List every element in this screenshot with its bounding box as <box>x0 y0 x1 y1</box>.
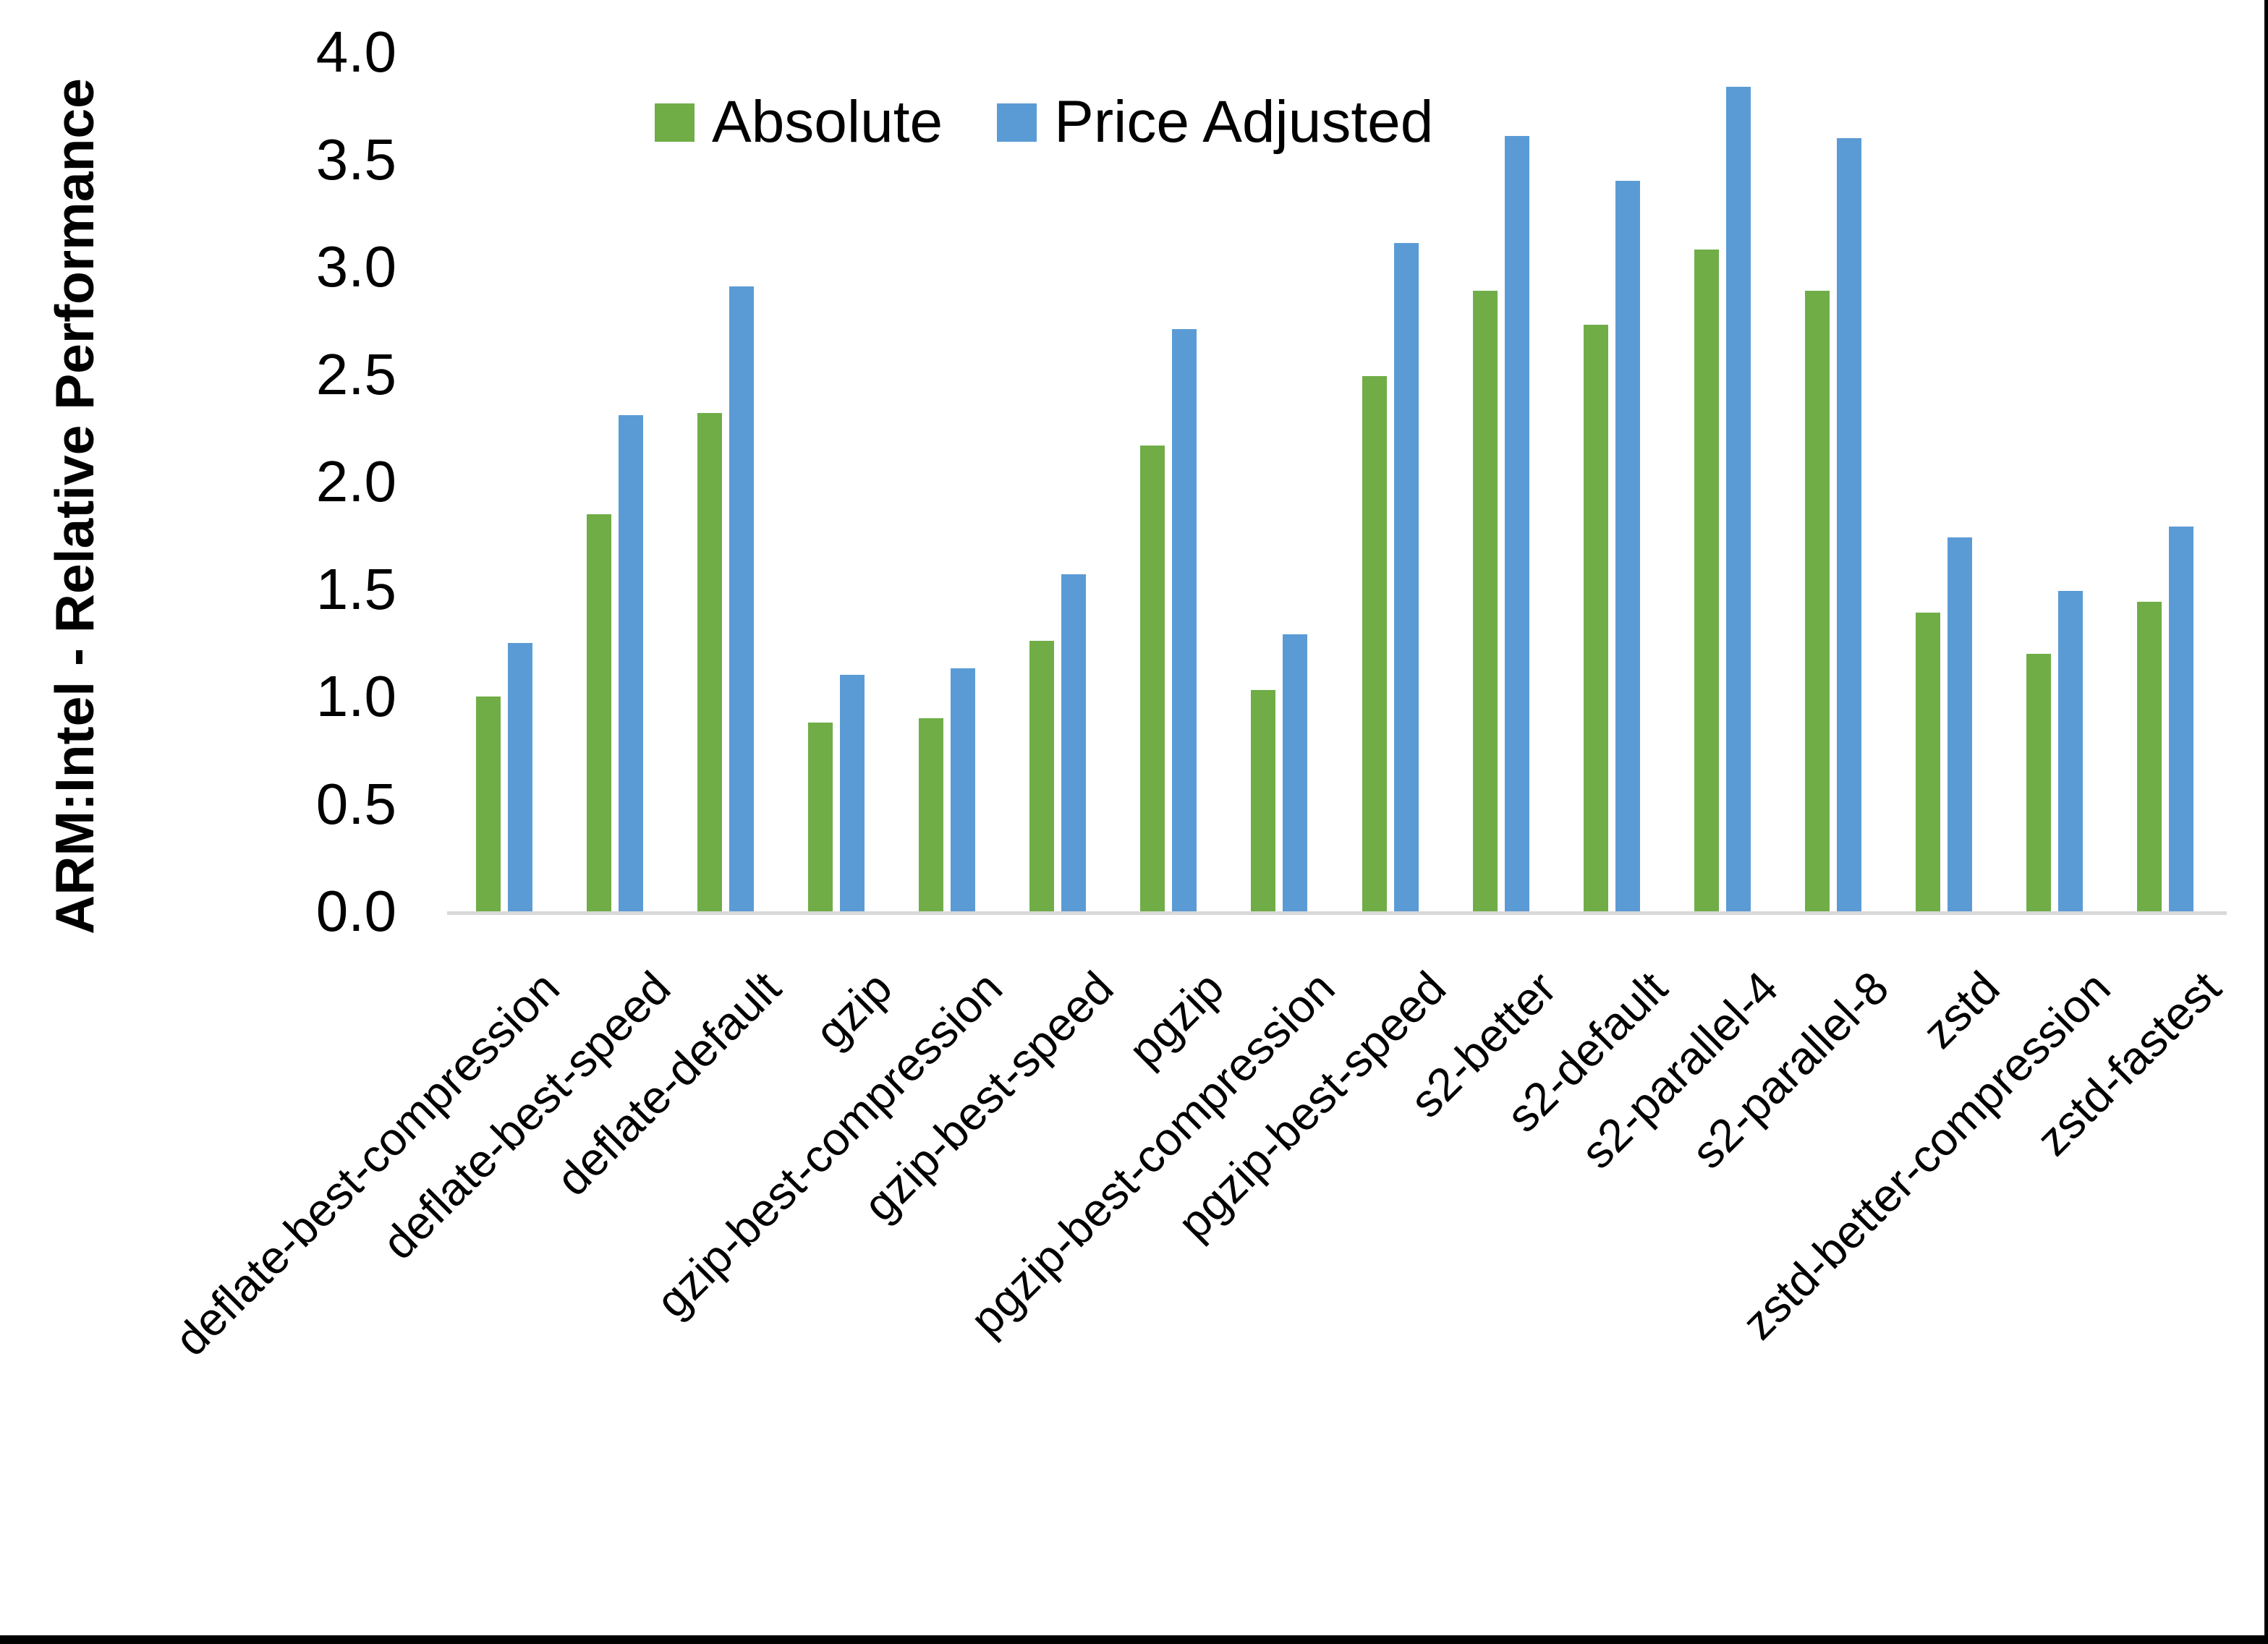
bar-group <box>1667 52 1778 911</box>
bar-price-adjusted <box>1837 137 1862 911</box>
bar-price-adjusted <box>951 668 976 911</box>
bar-absolute <box>1805 290 1830 911</box>
plot-area <box>447 52 2227 915</box>
bar-group <box>892 52 1003 911</box>
right-edge-strip <box>2264 0 2268 1644</box>
bar-price-adjusted <box>1283 634 1308 911</box>
x-category-label: gzip <box>804 961 902 1059</box>
bar-group <box>1556 52 1667 911</box>
bar-price-adjusted <box>729 286 754 911</box>
bar-group <box>449 52 559 911</box>
y-tick-label: 0.5 <box>315 771 396 836</box>
bar-absolute <box>1916 613 1941 911</box>
legend-label: Absolute <box>712 89 943 155</box>
y-tick-label: 0.0 <box>315 879 396 943</box>
bar-absolute <box>1251 690 1276 911</box>
bar-price-adjusted <box>618 414 643 911</box>
bar-absolute <box>697 412 722 911</box>
y-tick-label: 3.5 <box>315 127 396 192</box>
y-tick-label: 1.0 <box>315 664 396 728</box>
y-tick-label: 1.5 <box>315 556 396 621</box>
bar-absolute <box>2137 602 2162 911</box>
bar-absolute <box>1583 325 1608 911</box>
bar-absolute <box>1472 290 1498 911</box>
y-tick-label: 3.0 <box>315 234 396 299</box>
bars-row <box>449 52 2221 911</box>
x-axis-line <box>447 911 2227 915</box>
bar-group <box>1113 52 1224 911</box>
y-tick-label: 2.5 <box>315 341 396 406</box>
bar-group <box>2110 52 2221 911</box>
bottom-edge-strip <box>0 1635 2268 1644</box>
bar-absolute <box>2026 653 2052 911</box>
bar-group <box>1224 52 1335 911</box>
bar-absolute <box>1029 640 1055 911</box>
legend-swatch-icon <box>655 103 695 142</box>
y-tick-label: 4.0 <box>315 20 396 84</box>
legend-entry: Price Adjusted <box>997 90 1433 155</box>
y-tick-label: 2.0 <box>315 449 396 514</box>
bar-absolute <box>1694 250 1719 911</box>
bar-price-adjusted <box>1172 329 1197 911</box>
bar-price-adjusted <box>1393 243 1419 911</box>
bar-group <box>1778 52 1889 911</box>
bar-price-adjusted <box>839 675 865 911</box>
bar-price-adjusted <box>1948 537 1973 911</box>
bar-group <box>781 52 891 911</box>
bar-absolute <box>475 697 501 911</box>
bar-group <box>2000 52 2110 911</box>
bar-absolute <box>807 722 833 911</box>
bar-group <box>1003 52 1113 911</box>
bar-absolute <box>1140 445 1165 911</box>
bar-price-adjusted <box>1061 574 1087 911</box>
bar-group <box>1889 52 2000 911</box>
legend-label: Price Adjusted <box>1054 89 1434 155</box>
legend-entry: Absolute <box>655 90 943 155</box>
bar-absolute <box>586 514 611 911</box>
bar-absolute <box>1362 376 1387 911</box>
bar-price-adjusted <box>1615 181 1640 911</box>
bar-group <box>1335 52 1445 911</box>
bar-price-adjusted <box>1725 86 1751 911</box>
legend: Absolute Price Adjusted <box>655 90 1433 155</box>
x-category-label: zstd <box>1912 961 2010 1059</box>
bar-absolute <box>919 717 944 911</box>
bar-group <box>1445 52 1556 911</box>
legend-swatch-icon <box>997 103 1037 142</box>
bar-group <box>559 52 670 911</box>
bar-price-adjusted <box>1504 135 1529 911</box>
bar-price-adjusted <box>2058 591 2084 911</box>
bar-price-adjusted <box>507 642 532 911</box>
bar-group <box>670 52 781 911</box>
bar-price-adjusted <box>2169 527 2194 911</box>
